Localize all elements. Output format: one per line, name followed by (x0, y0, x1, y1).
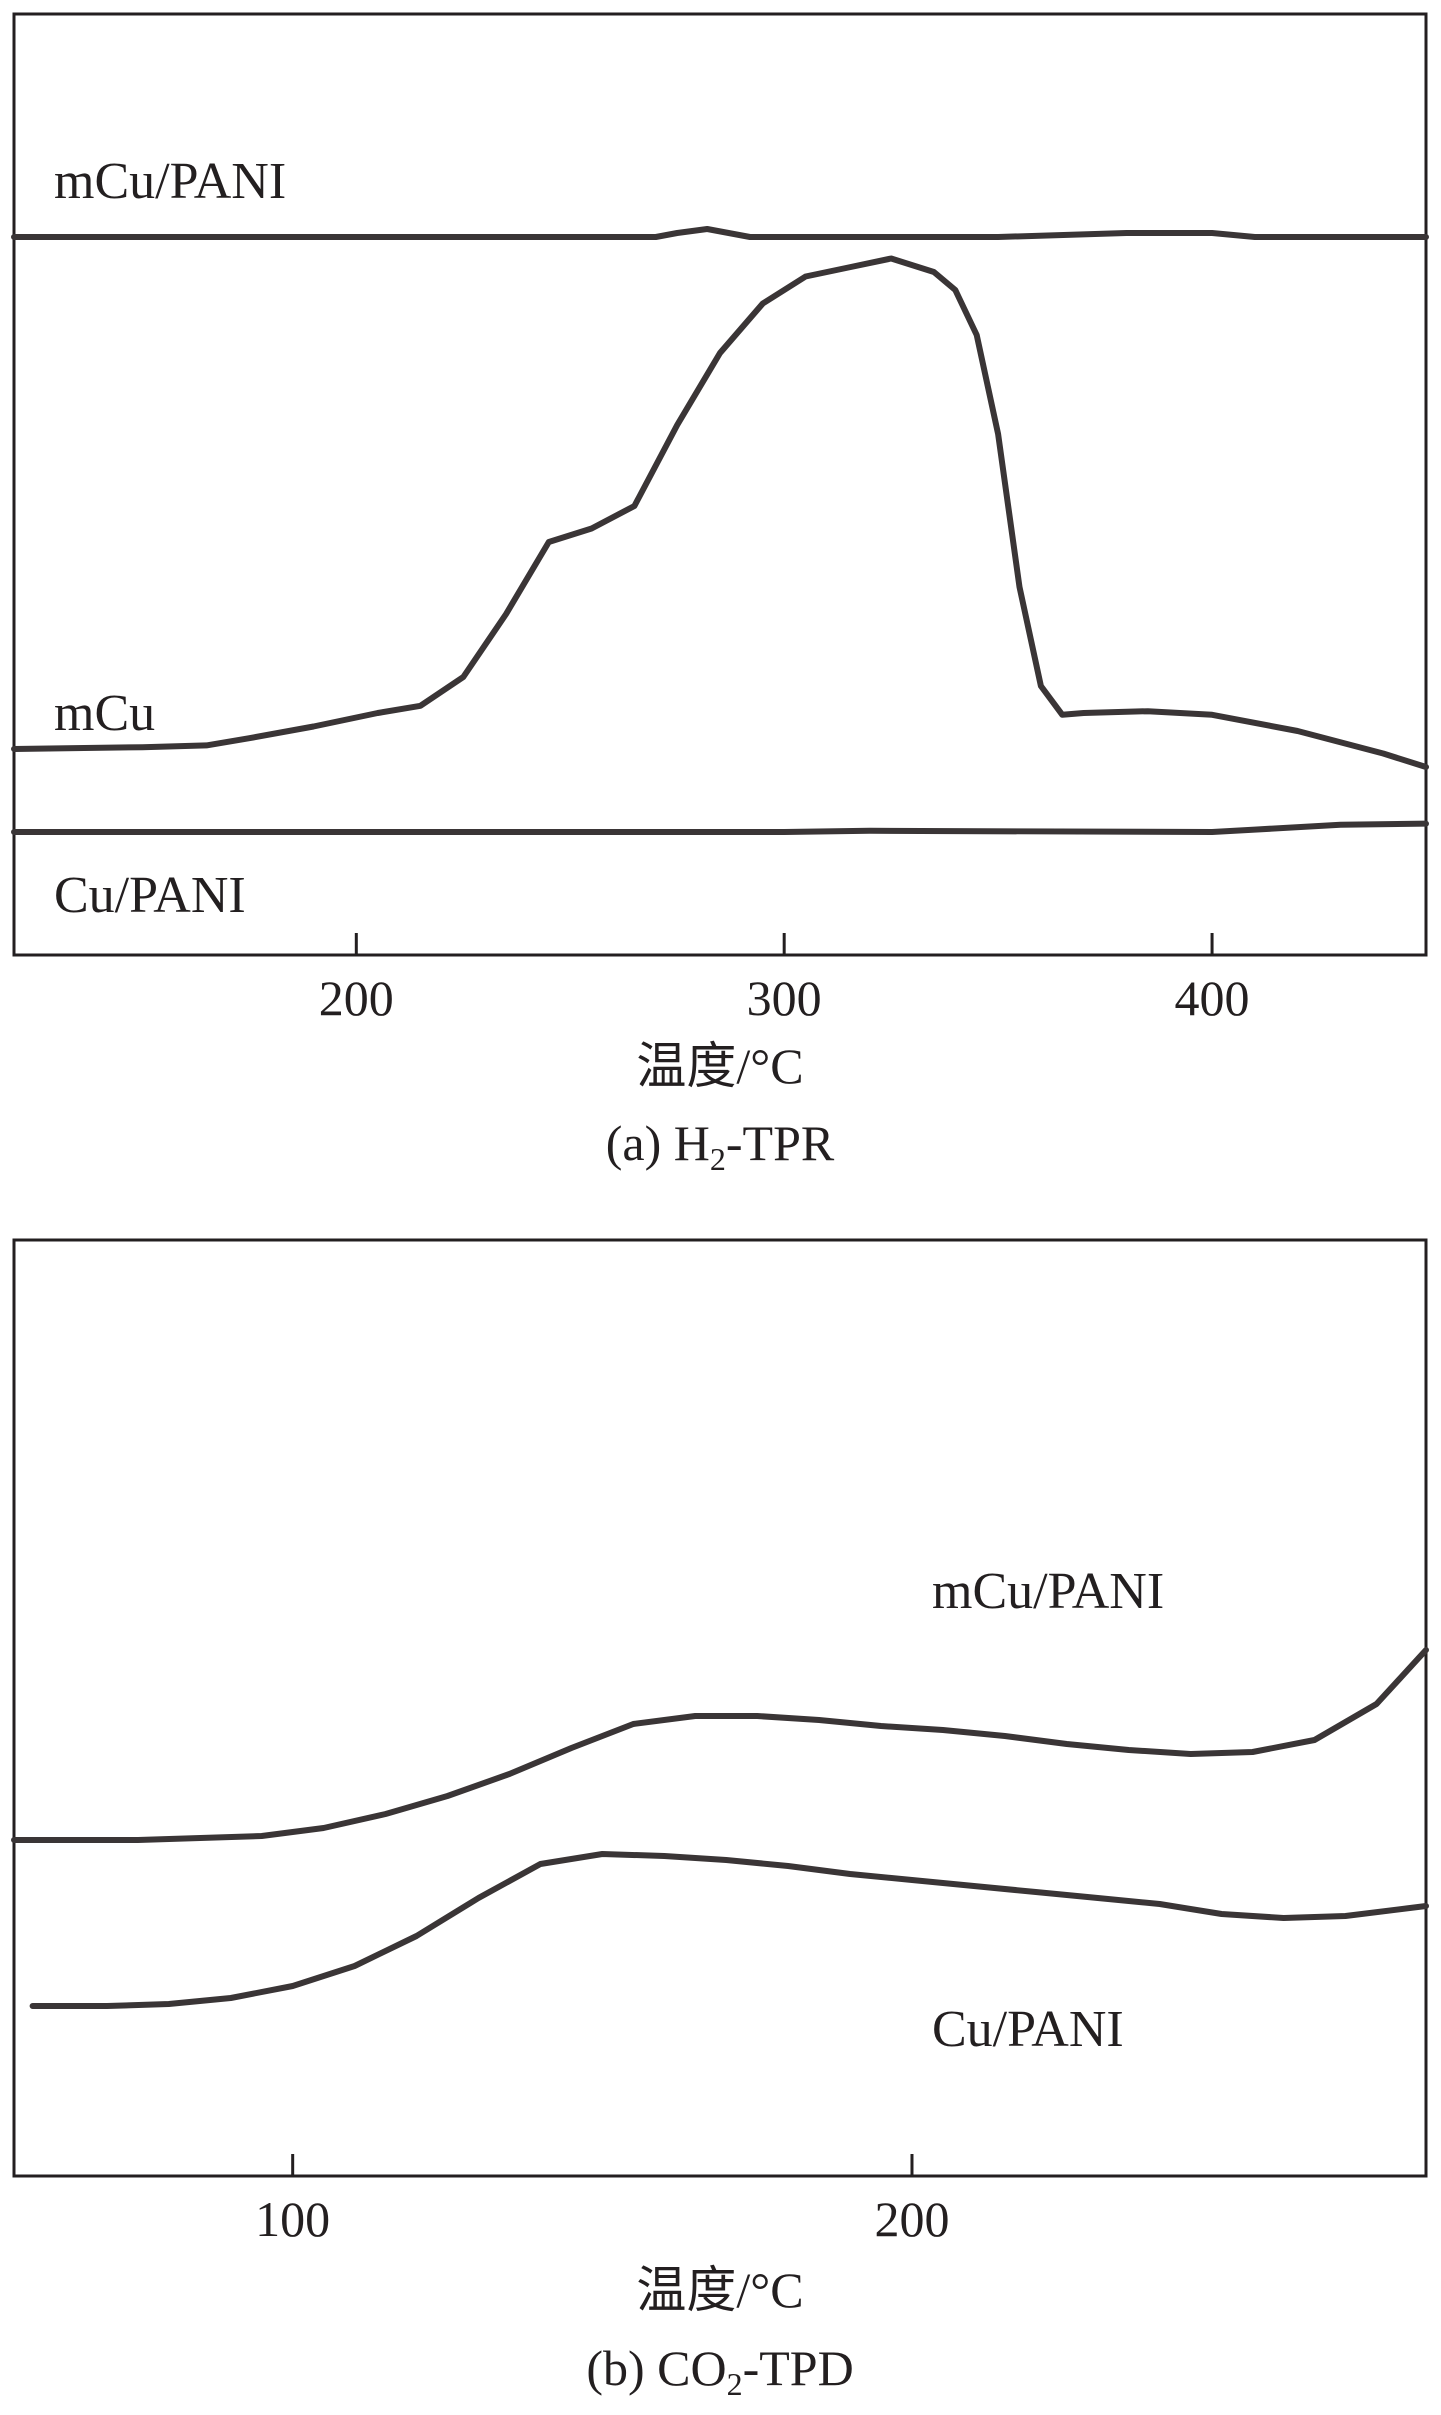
plot-frame-b (12, 1238, 1428, 2178)
x-axis-title-b: 温度/°C (636, 2262, 803, 2318)
series-line-cu-pani-a (11, 820, 1429, 835)
series-group-b (11, 1647, 1429, 2009)
x-tick-label-200-b: 200 (874, 2191, 949, 2247)
series-label-mcu-pani-a: mCu/PANI (54, 153, 286, 210)
series-group-a (11, 226, 1429, 835)
chart-caption-b: (b) CO2-TPD (586, 2340, 853, 2402)
x-ticks-a: 200 300 400 (319, 933, 1250, 1026)
x-axis-title-a: 温度/°C (636, 1038, 803, 1094)
x-tick-label-400-a: 400 (1175, 970, 1250, 1026)
plot-frame-a (12, 12, 1428, 957)
caption-b-suffix: -TPD (743, 2340, 854, 2396)
series-label-cu-pani-b: Cu/PANI (932, 2001, 1124, 2058)
x-tick-label-100-b: 100 (255, 2191, 330, 2247)
chart-caption-a: (a) H2-TPR (606, 1115, 835, 1177)
series-label-mcu-pani-b: mCu/PANI (932, 1563, 1164, 1620)
series-line-mcu-pani-a (11, 226, 1429, 240)
series-label-cu-pani-a: Cu/PANI (54, 867, 246, 924)
caption-a-subscript: 2 (710, 1141, 726, 1177)
caption-a-suffix: -TPR (726, 1115, 835, 1171)
chart-panel-a: 200 300 400 mCu/PANI mCu Cu/PANI 温度/°C (a)… (11, 12, 1429, 1177)
chart-panel-b: 100 200 mCu/PANI Cu/PANI 温度/°C (b) CO2-TP… (11, 1238, 1429, 2402)
caption-b-subscript: 2 (727, 2366, 743, 2402)
series-line-mcu-a (11, 255, 1429, 770)
x-tick-label-200-a: 200 (319, 970, 394, 1026)
caption-b-prefix: (b) CO (586, 2340, 726, 2396)
x-tick-label-300-a: 300 (747, 970, 822, 1026)
caption-a-prefix: (a) H (606, 1115, 710, 1171)
series-label-mcu-a: mCu (54, 685, 155, 742)
series-line-cu-pani-b (29, 1851, 1429, 2009)
series-line-mcu-pani-b (11, 1647, 1429, 1843)
x-ticks-b: 100 200 (255, 2154, 949, 2247)
